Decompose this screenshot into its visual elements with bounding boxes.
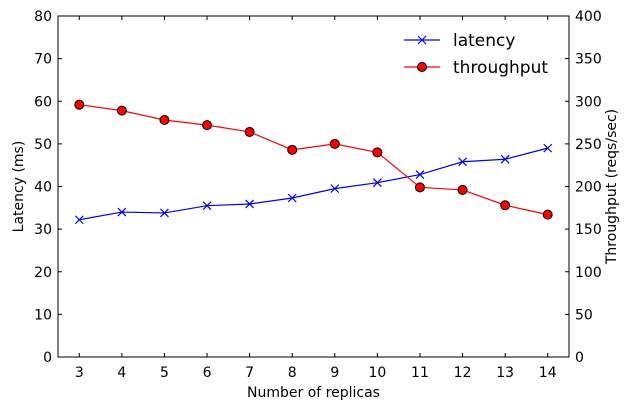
left-tick-label: 50 [34, 137, 52, 153]
x-tick-label: 7 [245, 365, 254, 381]
latency-point-stroke-b [245, 199, 255, 209]
right-axis-label: Throughput (reqs/sec) [604, 109, 620, 265]
right-tick-label: 150 [575, 222, 602, 238]
legend-marker [417, 35, 427, 45]
latency-point [500, 154, 510, 164]
x-tick-label: 13 [496, 365, 514, 381]
latency-point [245, 199, 255, 209]
throughput-point [329, 138, 340, 149]
right-tick-label: 200 [575, 180, 602, 196]
x-tick-label: 11 [411, 365, 429, 381]
throughput-point [414, 182, 425, 193]
latency-point-stroke-b [74, 215, 84, 225]
latency-point [202, 201, 212, 211]
right-tick-label: 100 [575, 265, 602, 281]
legend: latency throughput [404, 31, 548, 78]
latency-point [458, 157, 467, 167]
latency-point [160, 208, 169, 218]
latency-point [117, 207, 127, 217]
chart-marks [74, 99, 553, 225]
throughput-series [74, 99, 553, 220]
latency-point-stroke-b [415, 170, 425, 179]
throughput-point [244, 126, 255, 137]
right-tick-label: 350 [575, 52, 602, 68]
legend-entry-latency: latency [404, 31, 515, 51]
legend-label: latency [453, 31, 515, 51]
left-tick-label: 30 [34, 222, 52, 238]
x-tick-label: 3 [75, 365, 84, 381]
latency-point-stroke-b [330, 184, 340, 194]
latency-point-stroke-b [117, 207, 127, 217]
throughput-point [457, 184, 468, 195]
throughput-point [202, 120, 213, 131]
x-tick-label: 9 [330, 365, 339, 381]
left-tick-label: 70 [34, 52, 52, 68]
legend-marker-stroke-b [417, 35, 427, 45]
latency-point [543, 143, 553, 153]
latency-line [79, 147, 548, 221]
latency-series [74, 143, 553, 225]
latency-point [287, 193, 297, 203]
latency-point [330, 184, 340, 194]
left-tick-label: 60 [34, 94, 52, 110]
throughput-line [79, 104, 548, 216]
throughput-point [500, 200, 511, 211]
right-tick-label: 300 [575, 94, 602, 110]
throughput-point [159, 115, 170, 126]
latency-point [372, 178, 382, 188]
x-tick-label: 5 [160, 365, 169, 381]
latency-point-stroke-b [202, 201, 212, 211]
right-tick-label: 250 [575, 137, 602, 153]
right-tick-label: 0 [575, 350, 584, 366]
legend-entry-throughput: throughput [404, 58, 548, 78]
left-tick-label: 80 [34, 9, 52, 25]
right-tick-label: 50 [575, 307, 593, 323]
legend-label: throughput [453, 58, 548, 78]
left-axis-label: Latency (ms) [11, 141, 27, 233]
left-tick-label: 10 [34, 307, 52, 323]
throughput-point [287, 144, 298, 155]
latency-point [74, 215, 84, 225]
latency-point [415, 170, 425, 179]
left-tick-label: 20 [34, 265, 52, 281]
chart-axes: 3 4 5 6 7 8 9 10 11 12 13 14 0 10 20 30 40 50 60 70 80 0 50 100… [34, 9, 602, 381]
throughput-point [116, 105, 127, 116]
x-axis-label: Number of replicas [247, 385, 380, 401]
legend-marker [417, 62, 427, 72]
throughput-point [542, 209, 553, 220]
left-tick-label: 40 [34, 180, 52, 196]
latency-point-stroke-b [500, 154, 510, 164]
throughput-point [372, 147, 383, 158]
x-tick-label: 4 [117, 365, 126, 381]
x-tick-label: 8 [288, 365, 297, 381]
left-tick-label: 0 [43, 350, 52, 366]
latency-point-stroke-b [372, 178, 382, 188]
latency-point-stroke-b [543, 143, 553, 153]
latency-point-stroke-b [287, 193, 297, 203]
throughput-point [74, 99, 85, 110]
x-tick-label: 14 [539, 365, 557, 381]
x-tick-label: 12 [454, 365, 472, 381]
x-tick-label: 6 [203, 365, 212, 381]
latency-point-stroke-b [458, 157, 467, 167]
latency-point-stroke-b [160, 208, 169, 218]
x-tick-label: 10 [368, 365, 386, 381]
right-tick-label: 400 [575, 9, 602, 25]
